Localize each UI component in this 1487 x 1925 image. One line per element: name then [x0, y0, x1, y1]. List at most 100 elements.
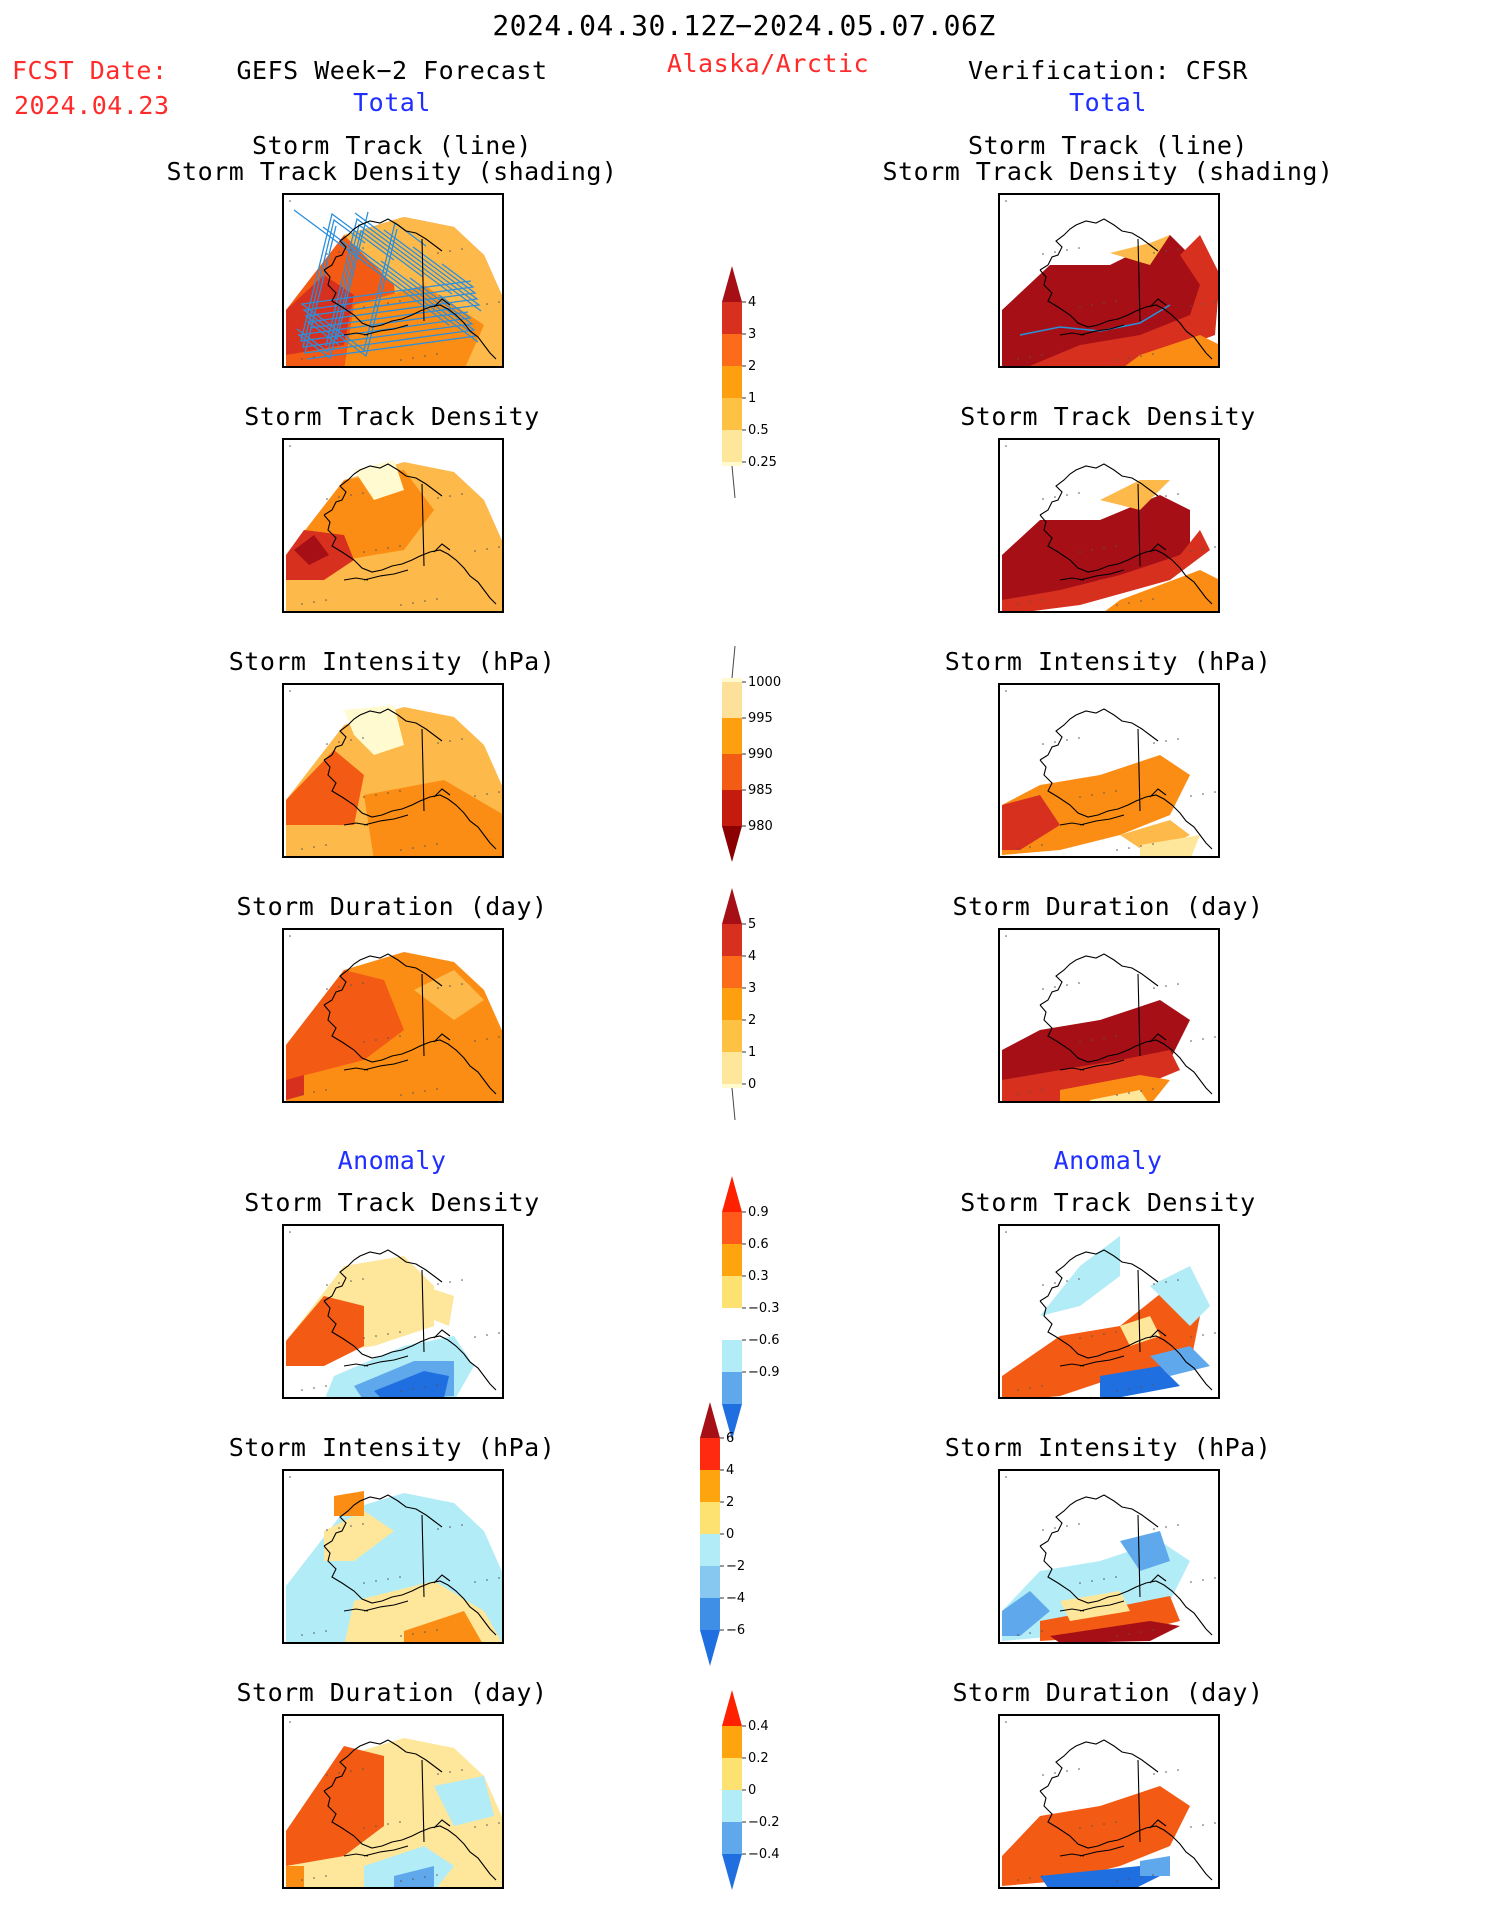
colorbar-tick-label: 3: [748, 327, 756, 342]
colorbar-tick-label: 0.5: [748, 423, 769, 438]
colorbar-tick-label: 0.4: [748, 1719, 769, 1734]
l-track-shading-title: Storm Track Density (shading): [166, 157, 618, 186]
colorbar-tick-label: 5: [748, 917, 756, 932]
map-l-track-line: [282, 193, 504, 368]
colorbar-intensity-anom: 6 4 2 0 −2 −4 −6: [700, 1402, 770, 1670]
colorbar-segment: [722, 1052, 742, 1084]
map-r-track-line: [998, 193, 1220, 368]
colorbar-tick-label: 2: [748, 1013, 756, 1028]
colorbar-tick-label: −4: [726, 1591, 745, 1606]
colorbar-segment: [700, 1470, 720, 1502]
colorbar-segment: [700, 1598, 720, 1630]
colorbar-segment: [722, 1404, 742, 1440]
colorbar-segment: [722, 302, 742, 334]
map-l-density: [282, 438, 504, 613]
colorbar-tick-label: 2: [748, 359, 756, 374]
colorbar-segment: [722, 826, 742, 862]
colorbar-density-anom: 0.9 0.6 0.3 −0.3 −0.6 −0.9: [722, 1176, 792, 1444]
colorbar-segment: [722, 1020, 742, 1052]
colorbar-segment: [722, 1084, 742, 1088]
l-anom-intensity-title: Storm Intensity (hPa): [228, 1433, 556, 1462]
colorbar-segment: [722, 988, 742, 1020]
colorbar-duration-total: 5 4 3 2 1 0: [722, 888, 792, 1124]
map-r-duration: [998, 928, 1220, 1103]
colorbar-segment: [722, 266, 742, 302]
colorbar-segment: [722, 888, 742, 924]
l-density-title: Storm Track Density: [244, 402, 540, 431]
colorbar-segment: [722, 1340, 742, 1372]
r-density-title: Storm Track Density: [960, 402, 1256, 431]
colorbar-tick-label: 0.9: [748, 1205, 769, 1220]
colorbar-segment: [700, 1566, 720, 1598]
colorbar-tick-label: 4: [726, 1463, 734, 1478]
colorbar-segment: [700, 1630, 720, 1666]
map-l-anom-density: [282, 1224, 504, 1399]
colorbar-segment: [722, 1822, 742, 1854]
l-anom-density-title: Storm Track Density: [244, 1188, 540, 1217]
r-anomaly-label: Anomaly: [1053, 1146, 1163, 1175]
colorbar-tick-label: 1000: [748, 675, 781, 690]
colorbar-tick-label: −0.3: [748, 1301, 780, 1316]
r-anom-density-title: Storm Track Density: [960, 1188, 1256, 1217]
r-duration-title: Storm Duration (day): [952, 892, 1264, 921]
map-r-intensity: [998, 683, 1220, 858]
colorbar-tick-label: 1: [748, 391, 756, 406]
map-l-anom-duration: [282, 1714, 504, 1889]
colorbar-tick-label: −0.4: [748, 1847, 780, 1862]
colorbar-tick-label: −0.2: [748, 1815, 780, 1830]
colorbar-tick-label: 6: [726, 1431, 734, 1446]
colorbar-tick-label: 990: [748, 747, 773, 762]
fcst-date-label: FCST Date:: [12, 56, 168, 85]
colorbar-segment: [722, 430, 742, 462]
colorbar-segment: [722, 1244, 742, 1276]
left-column-title: GEFS Week−2 Forecast: [236, 56, 548, 85]
colorbar-segment: [722, 790, 742, 826]
colorbar-tick-label: 0.2: [748, 1751, 769, 1766]
colorbar-segment: [722, 754, 742, 790]
colorbar-segment: [700, 1502, 720, 1534]
r-track-line-title: Storm Track (line): [968, 131, 1248, 160]
map-r-anom-intensity: [998, 1469, 1220, 1644]
colorbar-segment: [722, 398, 742, 430]
colorbar-density-total: 4 3 2 1 0.5 0.25: [722, 266, 792, 502]
r-anom-intensity-title: Storm Intensity (hPa): [944, 1433, 1272, 1462]
colorbar-duration-anom: 0.4 0.2 0 −0.2 −0.4: [722, 1690, 792, 1894]
colorbar-tick-label: −0.9: [748, 1365, 780, 1380]
colorbar-segment: [722, 956, 742, 988]
l-intensity-title: Storm Intensity (hPa): [228, 647, 556, 676]
colorbar-tick-label: 2: [726, 1495, 734, 1510]
colorbar-segment: [722, 366, 742, 398]
colorbar-segment: [722, 1212, 742, 1244]
l-duration-title: Storm Duration (day): [236, 892, 548, 921]
l-anom-duration-title: Storm Duration (day): [236, 1678, 548, 1707]
colorbar-segment: [700, 1438, 720, 1470]
colorbar-segment: [722, 1854, 742, 1890]
map-l-intensity: [282, 683, 504, 858]
colorbar-segment: [722, 718, 742, 754]
right-column-title: Verification: CFSR: [968, 56, 1248, 85]
colorbar-segment: [700, 1402, 720, 1438]
colorbar-segment: [722, 1758, 742, 1790]
left-total-label: Total: [353, 88, 431, 117]
colorbar-segment: [722, 1308, 742, 1340]
colorbar-tick-label: 3: [748, 981, 756, 996]
colorbar-segment: [722, 334, 742, 366]
colorbar-segment: [722, 924, 742, 956]
colorbar-tick-label: 0.3: [748, 1269, 769, 1284]
colorbar-segment: [722, 1690, 742, 1726]
l-track-line-title: Storm Track (line): [252, 131, 532, 160]
colorbar-tick-label: −2: [726, 1559, 745, 1574]
colorbar-segment: [722, 1372, 742, 1404]
map-r-anom-density: [998, 1224, 1220, 1399]
colorbar-tick-label: 0: [748, 1077, 756, 1092]
colorbar-segment: [722, 1790, 742, 1822]
colorbar-tick-label: 0: [726, 1527, 734, 1542]
colorbar-tick-label: 0.6: [748, 1237, 769, 1252]
colorbar-tick-label: 980: [748, 819, 773, 834]
colorbar-intensity-total: 1000 995 990 985 980: [722, 645, 792, 866]
colorbar-segment: [722, 1276, 742, 1308]
forecast-period: 2024.04.30.12Z−2024.05.07.06Z: [492, 9, 996, 42]
colorbar-segment: [700, 1534, 720, 1566]
colorbar-tick-label: 4: [748, 949, 756, 964]
colorbar-segment: [722, 1176, 742, 1212]
